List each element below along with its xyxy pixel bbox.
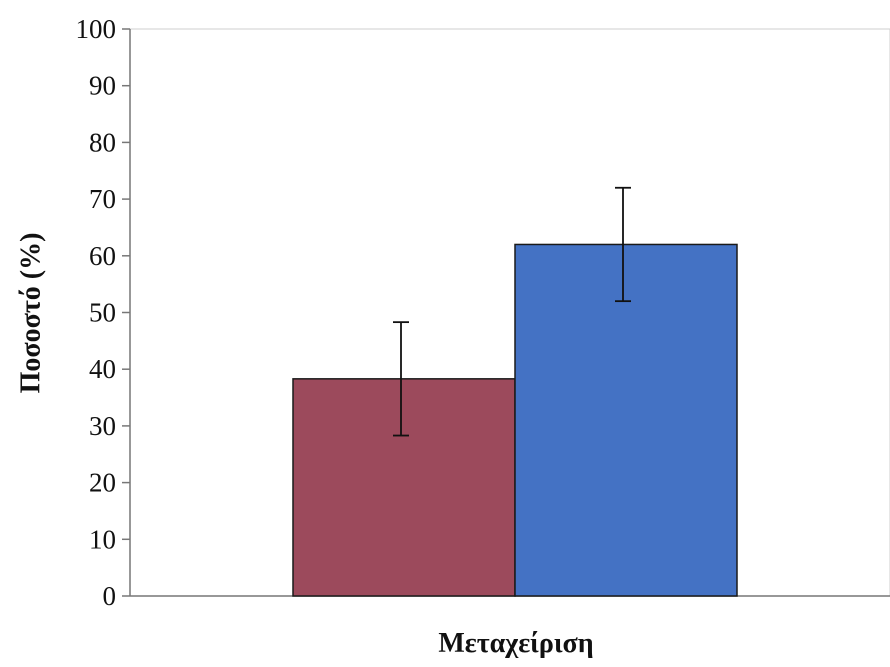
bars: [292, 243, 738, 597]
y-tick-label: 30: [89, 411, 116, 441]
y-tick-label: 80: [89, 127, 116, 157]
y-tick-label: 0: [103, 581, 117, 611]
y-tick-label: 100: [76, 14, 117, 44]
x-axis-title: Μεταχείριση: [438, 628, 593, 659]
y-axis: 0 10 20 30 40 50 60 70 80 90 100: [76, 14, 131, 611]
y-tick-label: 90: [89, 71, 116, 101]
y-tick-label: 40: [89, 354, 116, 384]
error-bars: [393, 186, 631, 437]
y-tick-label: 10: [89, 524, 116, 554]
y-axis-title: Ποσοστό (%): [15, 233, 46, 394]
bar-1: [292, 378, 516, 597]
bar-2: [514, 243, 738, 597]
y-tick-label: 20: [89, 468, 116, 498]
y-tick-label: 60: [89, 241, 116, 271]
y-tick-label: 50: [89, 298, 116, 328]
y-tick-label: 70: [89, 184, 116, 214]
